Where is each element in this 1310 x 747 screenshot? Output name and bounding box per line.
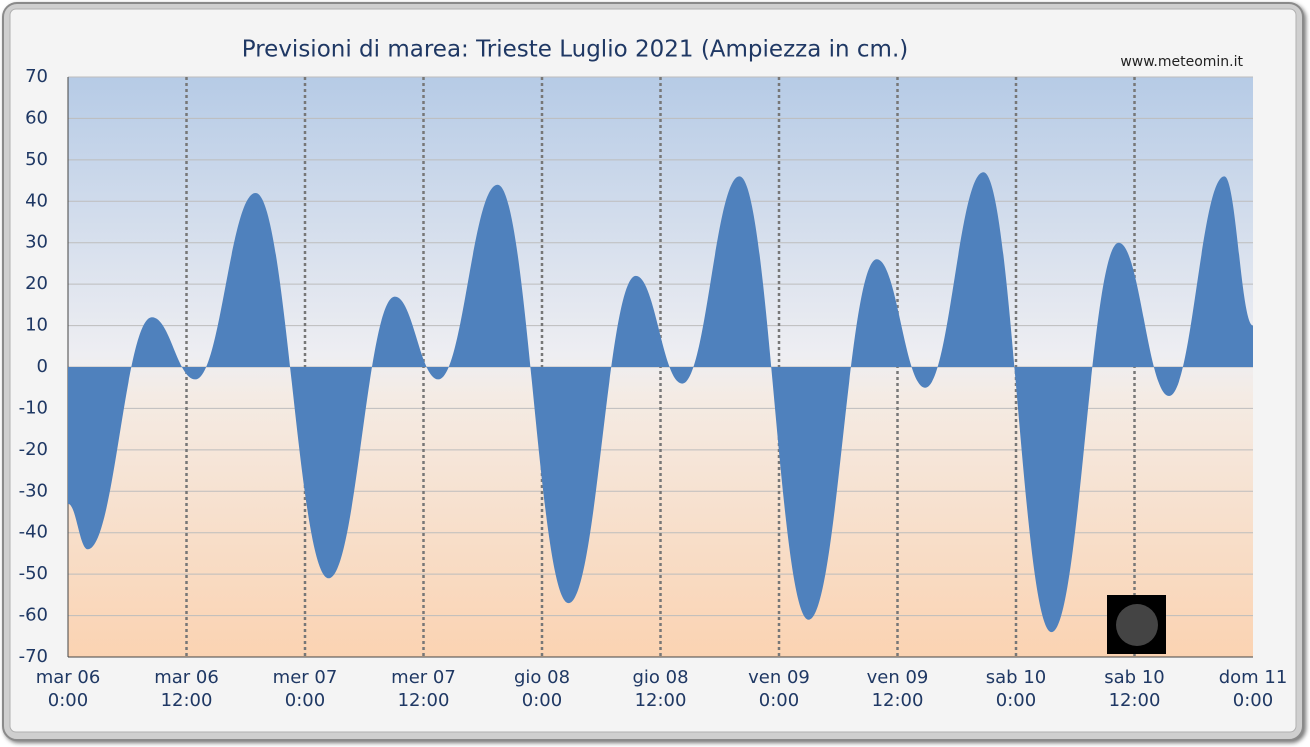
y-tick-label: -60 xyxy=(19,605,48,626)
x-tick-label: 0:00 xyxy=(1233,690,1273,711)
x-tick-label: ven 09 xyxy=(748,667,810,688)
y-tick-label: -70 xyxy=(19,646,48,667)
x-tick-label: mar 06 xyxy=(154,667,219,688)
x-tick-label: sab 10 xyxy=(1104,667,1164,688)
x-tick-label: mer 07 xyxy=(273,667,338,688)
y-tick-label: 40 xyxy=(25,190,48,211)
x-tick-label: 0:00 xyxy=(285,690,325,711)
x-tick-label: 0:00 xyxy=(522,690,562,711)
tide-area xyxy=(68,172,1253,633)
x-tick-label: 0:00 xyxy=(759,690,799,711)
x-tick-label: gio 08 xyxy=(632,667,688,688)
x-tick-label: 0:00 xyxy=(996,690,1036,711)
y-tick-label: 0 xyxy=(37,356,48,377)
x-tick-label: 12:00 xyxy=(398,690,450,711)
y-tick-label: -30 xyxy=(19,480,48,501)
y-tick-label: 50 xyxy=(25,149,48,170)
x-tick-label: sab 10 xyxy=(986,667,1046,688)
x-tick-label: dom 11 xyxy=(1219,667,1288,688)
y-tick-label: 10 xyxy=(25,315,48,336)
y-tick-label: -40 xyxy=(19,522,48,543)
x-tick-label: mer 07 xyxy=(391,667,456,688)
x-tick-label: 0:00 xyxy=(48,690,88,711)
y-tick-label: 60 xyxy=(25,107,48,128)
y-tick-label: 70 xyxy=(25,66,48,87)
y-tick-label: 30 xyxy=(25,232,48,253)
x-tick-label: 12:00 xyxy=(161,690,213,711)
x-tick-label: gio 08 xyxy=(514,667,570,688)
x-tick-label: 12:00 xyxy=(872,690,924,711)
y-tick-label: -10 xyxy=(19,397,48,418)
source: www.meteomin.it xyxy=(1120,54,1243,70)
y-tick-label: -20 xyxy=(19,439,48,460)
x-tick-label: 12:00 xyxy=(1109,690,1161,711)
moon-phase xyxy=(1116,604,1158,646)
y-tick-label: 20 xyxy=(25,273,48,294)
chart-title: Previsioni di marea: Trieste Luglio 2021… xyxy=(242,37,908,63)
x-tick-label: mar 06 xyxy=(36,667,101,688)
x-tick-label: ven 09 xyxy=(867,667,929,688)
x-tick-label: 12:00 xyxy=(635,690,687,711)
y-tick-label: -50 xyxy=(19,563,48,584)
